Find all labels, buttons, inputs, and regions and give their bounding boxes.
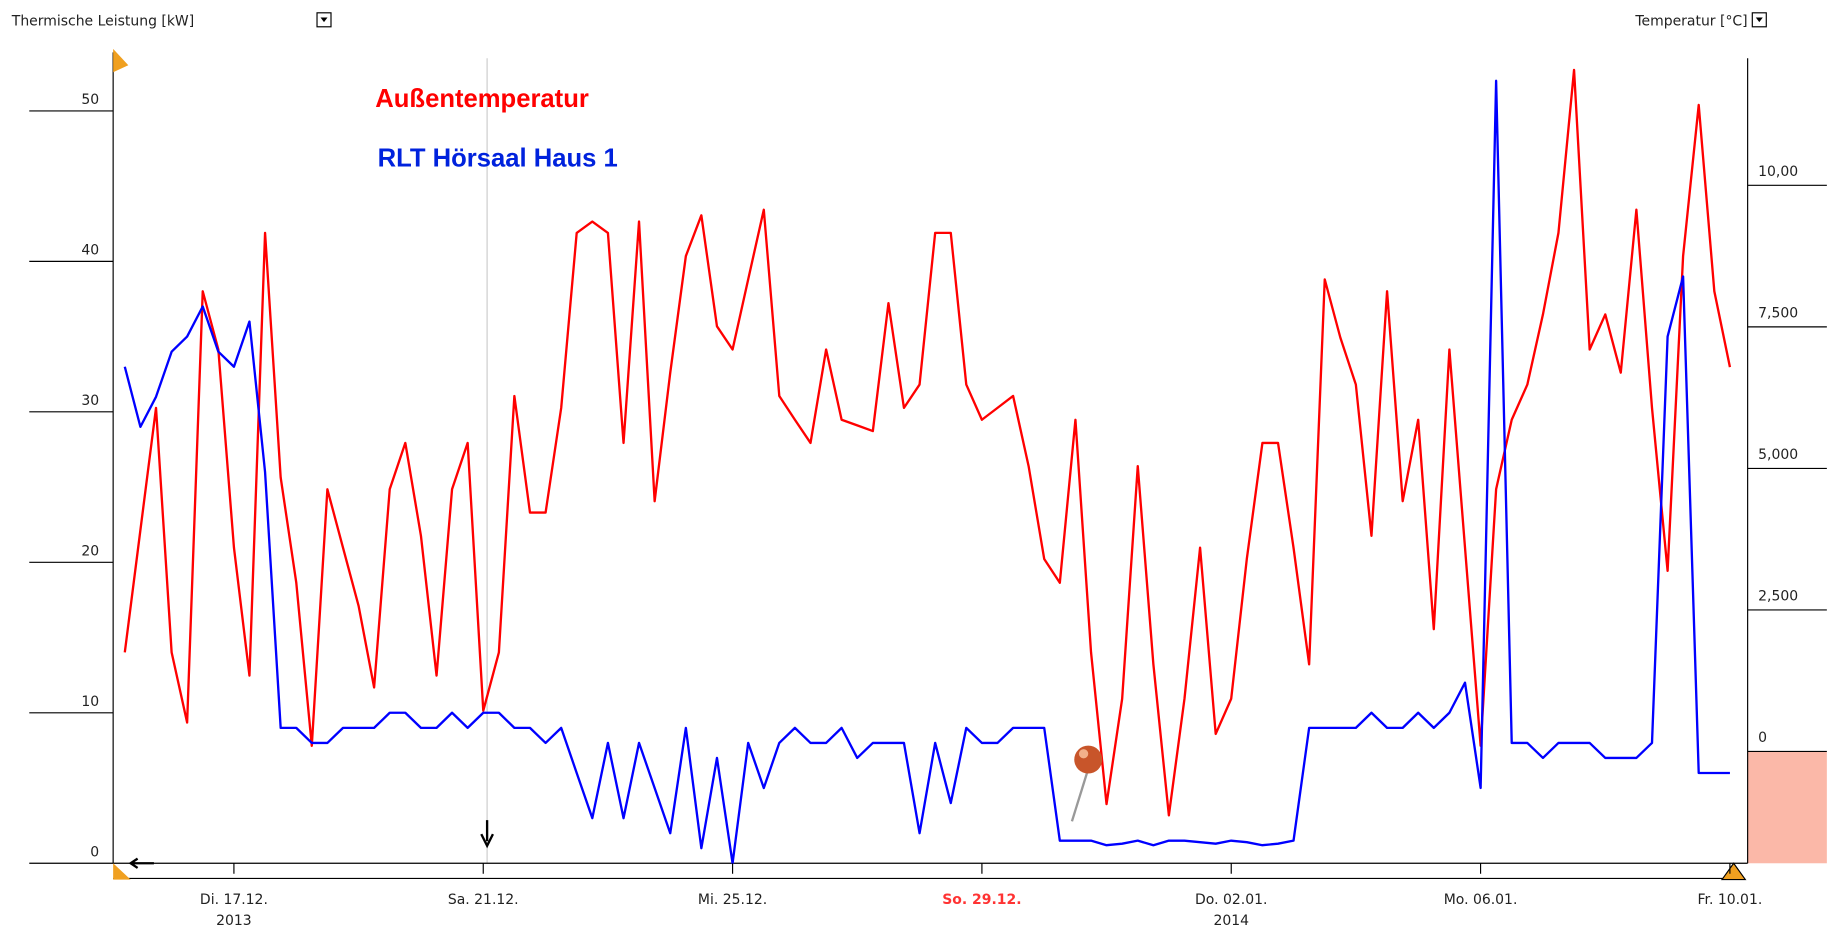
pin-highlight (1078, 749, 1089, 759)
range-handle[interactable] (1720, 862, 1747, 881)
dropdown-arrow (320, 17, 328, 23)
y2-tick-label: 0 (1758, 730, 1767, 746)
y-tick-label: 10 (81, 694, 99, 710)
series-line (123, 79, 1730, 865)
y-axis-title: Thermische Leistung [kW] (11, 14, 194, 30)
range-handle[interactable] (113, 863, 131, 880)
x-tick-label: Mi. 25.12. (698, 892, 767, 908)
x-tick-label: Fr. 10.01. (1697, 892, 1762, 908)
arrow-marker (480, 820, 494, 849)
y2-tick-label: 2,500 (1758, 589, 1798, 605)
x-tick-label: So. 29.12. (942, 892, 1021, 908)
legend-entry: Außentemperatur (375, 85, 589, 113)
y2-tick-label: 7,500 (1758, 306, 1798, 322)
legend-entry: RLT Hörsaal Haus 1 (378, 145, 618, 173)
y-tick-label: 30 (81, 393, 99, 409)
dropdown-arrow (1755, 17, 1763, 23)
arrow-marker (128, 857, 154, 869)
y2-tick-label: 10,00 (1758, 164, 1798, 180)
y-tick-label: 50 (81, 92, 99, 108)
y-tick-label: 20 (81, 543, 99, 559)
pin-needle (1070, 768, 1090, 822)
range-band (1747, 751, 1827, 864)
y2-tick-label: 5,000 (1758, 447, 1798, 463)
y2-axis-title: Temperatur [°C] (1634, 14, 1747, 30)
y-tick-label: 40 (81, 242, 99, 258)
y-tick-label: 0 (90, 844, 99, 860)
x-tick-label: Di. 17.12. (200, 892, 268, 908)
x-tick-sublabel: 2013 (216, 913, 252, 929)
x-tick-label: Sa. 21.12. (448, 892, 519, 908)
pin (1074, 745, 1103, 774)
x-tick-label: Do. 02.01. (1195, 892, 1267, 908)
series-line (123, 68, 1732, 817)
x-tick-sublabel: 2014 (1213, 913, 1249, 929)
x-tick-label: Mo. 06.01. (1444, 892, 1518, 908)
range-handle[interactable] (113, 48, 129, 73)
